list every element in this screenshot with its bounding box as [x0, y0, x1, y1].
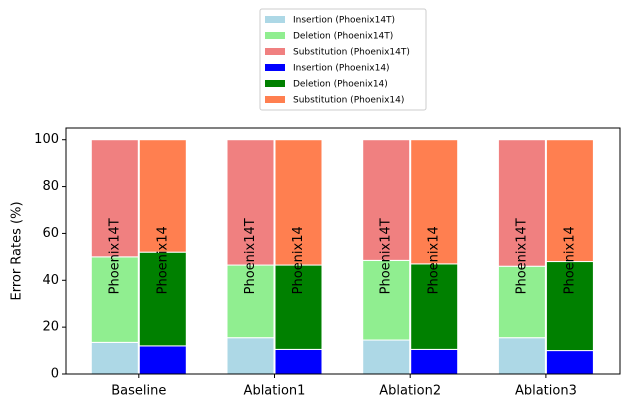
bar-label-phoenix14t-ablation1: Phoenix14T	[243, 218, 258, 294]
bar-segment-deletion-phoenix14t-ablation3	[497, 265, 546, 339]
bar-segment-substitution-phoenix14t-baseline	[90, 139, 139, 258]
bar-segment-insertion-phoenix14-ablation3	[545, 350, 594, 375]
bar-segment-deletion-phoenix14-ablation2	[410, 263, 459, 350]
y-tick-label: 40	[42, 273, 59, 288]
bar-segment-insertion-phoenix14t-ablation2	[362, 339, 411, 375]
y-tick-label: 80	[42, 179, 59, 194]
axes-frame	[65, 127, 621, 375]
bar-segment-substitution-phoenix14t-ablation1	[226, 139, 275, 266]
bar-label-phoenix14t-baseline: Phoenix14T	[107, 218, 122, 294]
legend-swatch	[265, 96, 285, 103]
y-tick-label: 60	[42, 226, 59, 241]
legend-swatch	[265, 32, 285, 39]
bar-label-phoenix14-ablation1: Phoenix14	[291, 226, 306, 294]
legend-box	[259, 8, 427, 111]
legend-entry-label: Substitution (Phoenix14)	[293, 96, 404, 106]
bar-label-phoenix14t-ablation2: Phoenix14T	[379, 218, 394, 294]
legend-entry-label: Insertion (Phoenix14T)	[293, 16, 395, 26]
bar-segment-substitution-phoenix14-ablation2	[410, 139, 459, 265]
legend-swatch	[265, 16, 285, 23]
y-tick-label: 0	[51, 367, 59, 382]
bar-label-phoenix14-ablation3: Phoenix14	[562, 226, 577, 294]
legend-entry-label: Deletion (Phoenix14T)	[293, 32, 393, 42]
bar-segment-deletion-phoenix14-ablation3	[545, 261, 594, 352]
bar-segment-substitution-phoenix14-ablation3	[545, 139, 594, 263]
plot-area: Phoenix14T Phoenix14 Phoenix14T Phoenix14 Ph…	[10, 127, 621, 399]
legend-entry-label: Insertion (Phoenix14)	[293, 64, 390, 74]
bar-segment-insertion-phoenix14-ablation2	[410, 348, 459, 375]
bar-label-phoenix14-baseline: Phoenix14	[155, 226, 170, 294]
bar-segment-deletion-phoenix14t-ablation1	[226, 264, 275, 339]
chart-legend: Insertion (Phoenix14T) Deletion (Phoenix1…	[259, 8, 427, 111]
bar-label-phoenix14t-ablation3: Phoenix14T	[514, 218, 529, 294]
bar-segment-substitution-phoenix14-ablation1	[274, 139, 323, 266]
bar-segment-deletion-phoenix14-baseline	[138, 251, 187, 347]
legend-swatch	[265, 64, 285, 71]
legend-swatch	[265, 80, 285, 87]
bar-label-phoenix14-ablation2: Phoenix14	[427, 226, 442, 294]
legend-entry-label: Deletion (Phoenix14)	[293, 80, 388, 90]
y-axis-title: Error Rates (%)	[10, 201, 25, 300]
bar-segment-insertion-phoenix14-baseline	[138, 345, 187, 375]
bar-segment-substitution-phoenix14-baseline	[138, 139, 187, 253]
bar-segment-substitution-phoenix14t-ablation3	[497, 139, 546, 267]
x-tick-label: Ablation3	[515, 384, 577, 399]
legend-swatch	[265, 48, 285, 55]
y-tick-label: 20	[42, 320, 59, 335]
x-tick-label: Ablation2	[379, 384, 441, 399]
bar-segment-insertion-phoenix14-ablation1	[274, 348, 323, 375]
bar-segment-substitution-phoenix14t-ablation2	[362, 139, 411, 261]
bar-segment-insertion-phoenix14t-baseline	[90, 341, 139, 375]
x-tick-label: Baseline	[111, 384, 166, 399]
bar-segment-insertion-phoenix14t-ablation1	[226, 337, 275, 375]
bar-segment-insertion-phoenix14t-ablation3	[497, 337, 546, 375]
legend-entry-label: Substitution (Phoenix14T)	[293, 48, 410, 58]
x-tick-label: Ablation1	[244, 384, 306, 399]
bar-segment-deletion-phoenix14t-baseline	[90, 256, 139, 343]
bar-segment-deletion-phoenix14-ablation1	[274, 264, 323, 350]
y-tick-label: 100	[34, 132, 59, 147]
bar-segment-deletion-phoenix14t-ablation2	[362, 259, 411, 341]
